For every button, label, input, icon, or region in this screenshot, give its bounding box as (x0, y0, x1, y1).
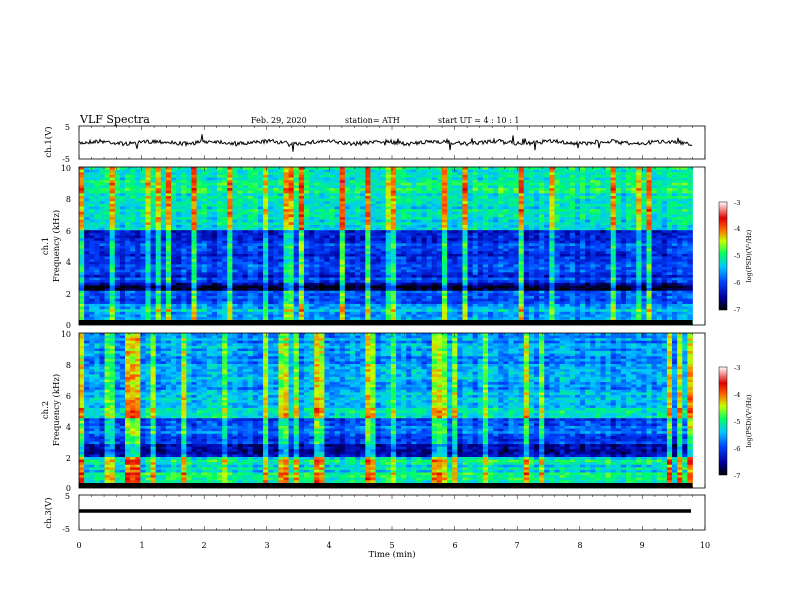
ch1-ytick-8: 8 (66, 195, 71, 204)
ch1-ytick-6: 6 (66, 227, 71, 236)
ch1-cb-tick-m7: -7 (734, 306, 740, 314)
xtick-2: 2 (201, 541, 206, 550)
ch2-ytick-8: 8 (66, 361, 71, 370)
ch1-cb-tick-m6: -6 (734, 279, 740, 287)
xtick-8: 8 (577, 541, 582, 550)
ch1-cb-tick-m5: -5 (734, 252, 740, 260)
ch2-ytick-6: 6 (66, 392, 71, 401)
ch1-colorbar-frame (718, 201, 728, 311)
ch2-ytick-10: 10 (61, 330, 71, 339)
ch2-colorbar-frame (718, 366, 728, 476)
ch2-colorbar-gradient (719, 367, 727, 475)
ch1-ytick-top: 5 (65, 123, 70, 132)
ch1-colorbar: -3 -4 -5 -6 -7 log(PSD)(V²/Hz) (718, 199, 753, 314)
x-axis-label: Time (min) (368, 549, 415, 560)
ch1-colorbar-label: log(PSD)(V²/Hz) (745, 229, 753, 282)
ch1-ytick-2: 2 (66, 290, 71, 299)
ch1-waveform-ylabel: ch.1(V) (43, 126, 54, 157)
ch2-cb-tick-m4: -4 (734, 391, 740, 399)
ch1-spectrogram-yticks: 10 8 6 4 2 0 (61, 164, 71, 330)
xtick-1: 1 (139, 541, 144, 550)
ch2-cb-tick-m7: -7 (734, 472, 740, 480)
ch2-ytick-2: 2 (66, 454, 71, 463)
ch1-ytick-4: 4 (66, 258, 71, 267)
ch1-spectrogram-image (79, 167, 693, 326)
axis-tick-marks (78, 126, 706, 530)
ch2-cb-tick-m6: -6 (734, 445, 740, 453)
ch1-ytick-10: 10 (61, 164, 71, 173)
ch2-colorbar: -3 -4 -5 -6 -7 log(PSD)(V²/Hz) (718, 364, 753, 480)
ch1-spectrogram-ylabel: Frequency (kHz) (51, 210, 62, 282)
ch2-ytick-4: 4 (66, 423, 71, 432)
ch1-cb-tick-m3: -3 (734, 199, 740, 207)
ch1-waveform-panel: 5 -5 ch.1(V) (43, 123, 706, 164)
xtick-7: 7 (514, 541, 519, 550)
xtick-3: 3 (264, 541, 269, 550)
ch3-ytick-top: 5 (65, 492, 70, 501)
station-label: station= ATH (345, 116, 400, 125)
ch1-colorbar-gradient (719, 202, 727, 310)
ch1-ytick-bottom: -5 (62, 155, 70, 164)
ch2-spectrogram-panel: 10 8 6 4 2 0 ch.2 Frequency (kHz) (41, 330, 706, 493)
ch2-spectrogram-ylabel: Frequency (kHz) (51, 374, 62, 446)
ch3-waveform-ylabel: ch.3(V) (43, 497, 54, 528)
ch2-spectrogram-yticks: 10 8 6 4 2 0 (61, 330, 71, 493)
date-label: Feb. 29, 2020 (251, 116, 307, 125)
ch2-ytick-0: 0 (66, 484, 71, 493)
time-axis: 0 1 2 3 4 5 6 7 8 9 10 Time (min) (76, 541, 710, 560)
ch2-colorbar-label: log(PSD)(V²/Hz) (745, 394, 753, 447)
ch1-spectrogram-panel: 10 8 6 4 2 0 ch.1 Frequency (kHz) (41, 164, 706, 330)
figure-title: VLF Spectra (79, 113, 150, 126)
ch2-spectrogram-channel-label: ch.2 (41, 401, 51, 419)
xtick-0: 0 (76, 541, 81, 550)
xtick-6: 6 (452, 541, 457, 550)
ch2-spectrogram-image (79, 333, 693, 489)
ch3-ytick-bottom: -5 (62, 525, 70, 534)
xtick-9: 9 (639, 541, 644, 550)
xtick-4: 4 (326, 541, 331, 550)
ch2-cb-tick-m5: -5 (734, 418, 740, 426)
ch1-cb-tick-m4: -4 (734, 225, 740, 233)
ch1-ytick-0: 0 (66, 321, 71, 330)
start-time-label: start UT = 4 : 10 : 1 (438, 116, 519, 125)
ch3-waveform-panel: 5 -5 ch.3(V) (43, 492, 706, 534)
ch1-waveform-trace (78, 134, 693, 152)
xtick-5: 5 (389, 541, 394, 550)
ch2-cb-tick-m3: -3 (734, 364, 740, 372)
xtick-10: 10 (700, 541, 710, 550)
ch1-spectrogram-channel-label: ch.1 (41, 237, 51, 255)
